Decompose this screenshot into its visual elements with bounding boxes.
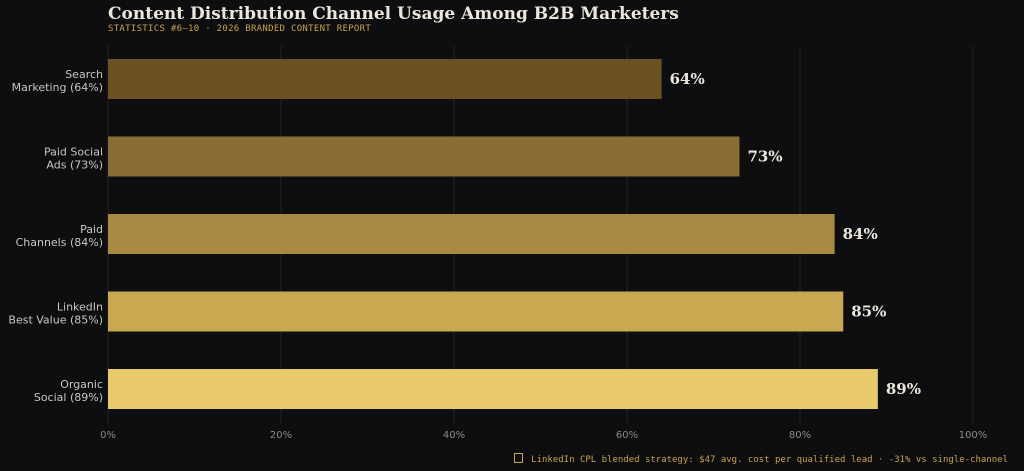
category-label: Paid Social Ads (73%) — [44, 146, 103, 172]
x-tick-label: 80% — [789, 430, 811, 441]
x-tick-label: 100% — [959, 430, 988, 441]
category-label-line: Social (89%) — [34, 391, 103, 404]
bar — [108, 59, 662, 99]
category-label-line: Paid — [80, 223, 103, 236]
category-label-line: Ads (73%) — [46, 159, 103, 172]
category-label-line: Paid Social — [44, 146, 103, 159]
category-label: Organic Social (89%) — [34, 378, 103, 404]
bar — [108, 214, 835, 254]
category-label-line: Best Value (85%) — [8, 314, 103, 327]
x-tick-label: 20% — [270, 430, 292, 441]
x-tick-label: 40% — [443, 430, 465, 441]
category-label-line: Marketing (64%) — [12, 81, 103, 94]
bar — [108, 369, 878, 409]
bar-layer: 64% 73% 84% 85% 89% — [108, 59, 921, 409]
category-label: Search Marketing (64%) — [12, 68, 103, 94]
bar-value-label: 89% — [886, 380, 921, 398]
bar-value-label: 85% — [851, 303, 886, 321]
bar-value-label: 73% — [747, 148, 782, 166]
category-label-line: Organic — [60, 378, 103, 391]
chart-subtitle: STATISTICS #6–10 · 2026 BRANDED CONTENT … — [108, 24, 372, 34]
category-label-line: Channels (84%) — [16, 236, 103, 249]
bar — [108, 136, 740, 177]
category-label-line: Search — [65, 68, 103, 81]
category-label-layer: Search Marketing (64%) Paid Social Ads (73%… — [8, 68, 103, 404]
category-label: Paid Channels (84%) — [16, 223, 103, 249]
bar-value-label: 64% — [670, 70, 705, 88]
category-label: LinkedIn Best Value (85%) — [8, 301, 103, 327]
chart-title: Content Distribution Channel Usage Among… — [108, 4, 679, 24]
footnote: LinkedIn CPL blended strategy: $47 avg. … — [514, 453, 1008, 465]
note-icon — [514, 453, 524, 463]
footnote-text: LinkedIn CPL blended strategy: $47 avg. … — [531, 455, 1008, 465]
category-label-line: LinkedIn — [57, 301, 103, 314]
x-tick-label: 0% — [100, 430, 116, 441]
x-tick-layer: 0% 20% 40% 60% 80% 100% — [100, 430, 987, 441]
bar-value-label: 84% — [843, 225, 878, 243]
x-tick-label: 60% — [616, 430, 638, 441]
bar — [108, 291, 844, 332]
